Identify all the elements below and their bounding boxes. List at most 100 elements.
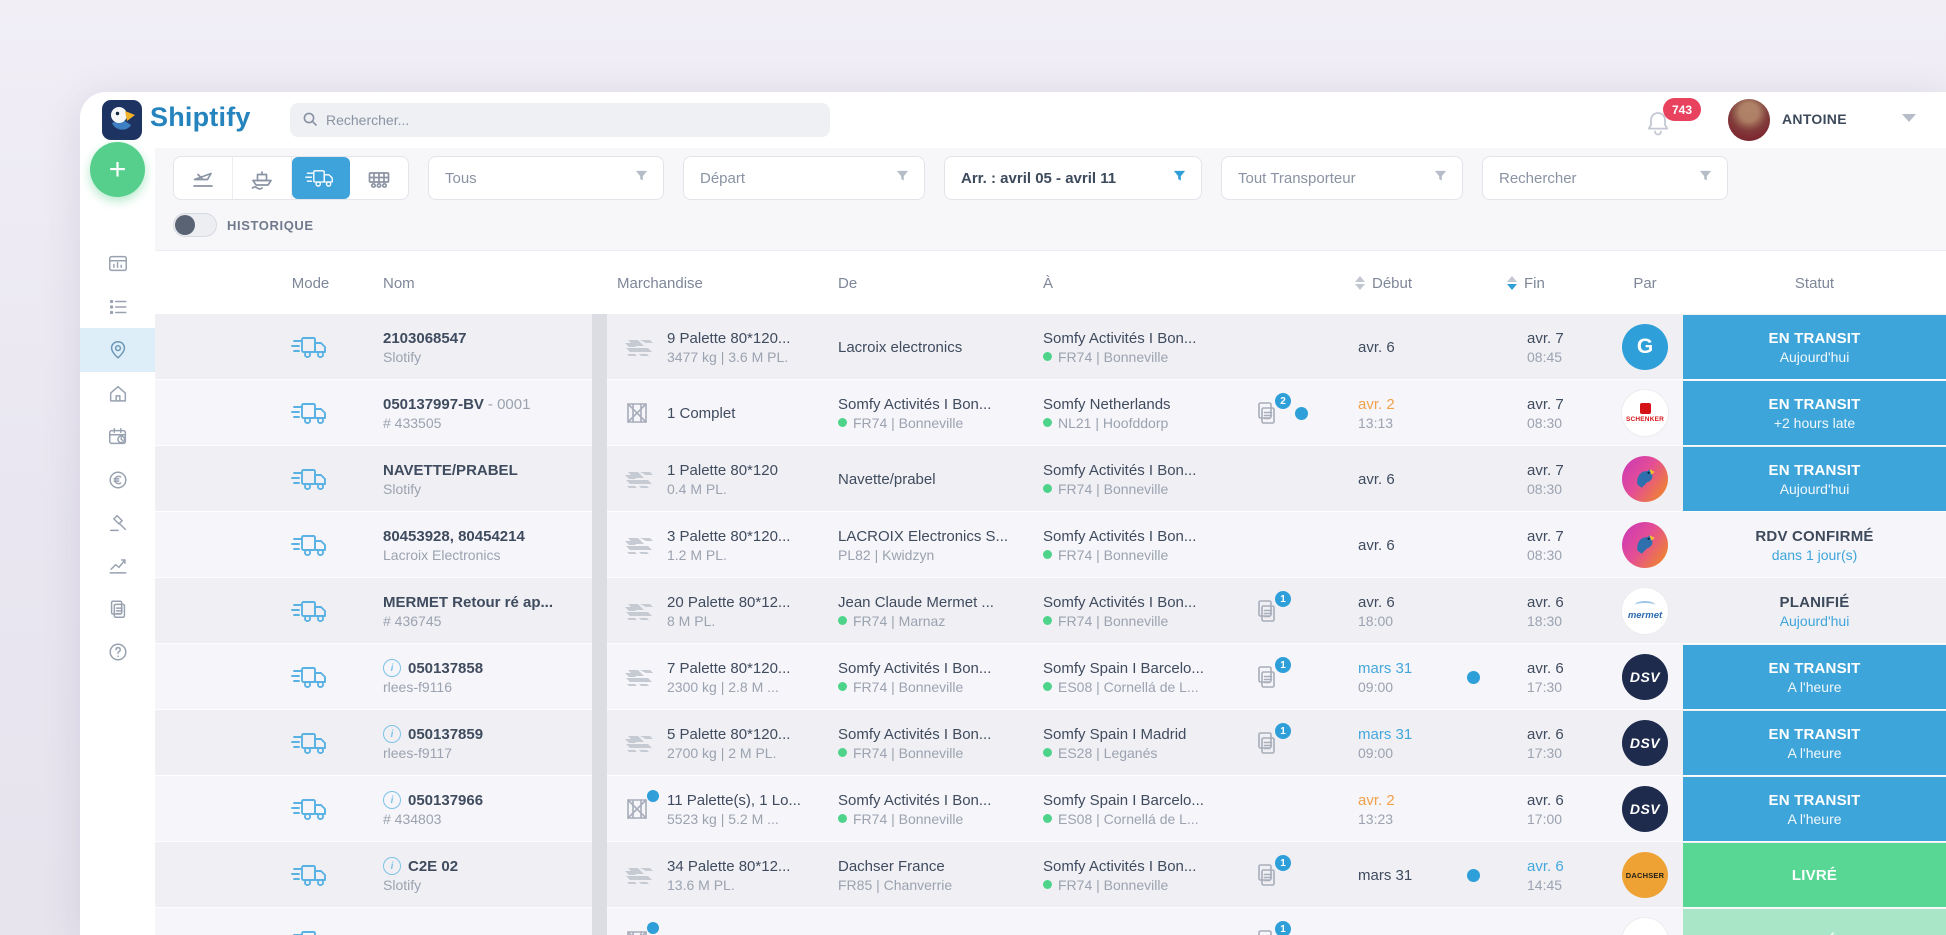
user-menu-chevron-icon[interactable] [1902,114,1916,122]
mode-truck-button[interactable] [292,157,350,199]
status-cell[interactable]: LIVRÉ [1683,842,1946,908]
info-icon[interactable]: i [383,857,401,875]
name-cell: i050137858 rlees-f9116 [383,644,588,710]
sort-icon[interactable] [1355,276,1365,290]
status-cell[interactable]: EN TRANSIT Aujourd'hui [1683,314,1946,380]
sidebar-item-help[interactable] [80,630,155,673]
mode-plane-button[interactable] [174,157,233,199]
documents-cell[interactable]: 1 [1247,842,1287,908]
col-statut[interactable]: Statut [1683,251,1946,315]
carrier-logo[interactable] [1622,522,1668,568]
table-row[interactable]: iSITEM/3003/INC/RECE... 3 Palette(s), 1 … [155,908,1946,935]
carrier-cell[interactable] [1613,446,1677,512]
carrier-cell[interactable]: DSV [1613,776,1677,842]
notifications-button[interactable]: 743 [1645,102,1715,142]
info-icon[interactable]: i [383,725,401,743]
carrier-cell[interactable]: DSV [1613,644,1677,710]
col-debut[interactable]: Début [1355,251,1412,315]
carrier-logo[interactable]: mermet [1621,587,1669,635]
destination-cell: Somfy Spain I Madrid ES28 | Leganés [1043,710,1243,776]
col-de[interactable]: De [838,251,857,315]
shiptify-logo-icon[interactable] [102,100,142,140]
documents-cell[interactable]: 1 [1247,710,1287,776]
carrier-cell[interactable]: mermet [1613,578,1677,644]
add-shipment-button[interactable]: + [90,142,145,197]
documents-cell[interactable]: 1 [1247,908,1287,935]
history-toggle[interactable] [173,213,217,237]
documents-cell[interactable]: 1 [1247,644,1287,710]
status-cell[interactable]: EN TRANSIT A l'heure [1683,776,1946,842]
table-row[interactable]: i2103068547 Slotify 9 Palette 80*120... … [155,314,1946,380]
status-cell[interactable]: EN TRANSIT A l'heure [1683,710,1946,776]
carrier-logo[interactable] [1621,917,1669,935]
destination-cell: Somfy Netherlands NL21 | Hoofddorp [1043,380,1243,446]
mode-ship-button[interactable] [233,157,292,199]
status-cell[interactable]: EN TRANSIT Aujourd'hui [1683,446,1946,512]
info-icon[interactable]: i [383,659,401,677]
app-header: Shiptify Rechercher... 743 ANTOINE [80,92,1946,149]
col-marchandise[interactable]: Marchandise [617,251,703,315]
status-cell[interactable]: EN TRANSIT A l'heure [1683,644,1946,710]
col-fin[interactable]: Fin [1507,251,1545,315]
filter-search[interactable]: Rechercher [1482,156,1728,200]
col-a[interactable]: À [1043,251,1053,315]
carrier-logo[interactable]: G [1622,324,1668,370]
table-row[interactable]: i050137859 rlees-f9117 5 Palette 80*120.… [155,710,1946,776]
mode-train-button[interactable] [350,157,408,199]
status-cell[interactable]: EN TRANSIT +2 hours late [1683,380,1946,446]
sidebar-item-dashboard[interactable] [80,242,155,285]
table-row[interactable]: iNAVETTE/PRABEL Slotify 1 Palette 80*120… [155,446,1946,512]
carrier-cell[interactable] [1613,908,1677,935]
sidebar-item-tenders[interactable] [80,501,155,544]
carrier-cell[interactable] [1613,512,1677,578]
sidebar-item-home[interactable] [80,372,155,415]
carrier-cell[interactable]: SCHENKER [1613,380,1677,446]
table-row[interactable]: i050137997-BV- 0001 # 433505 1 Complet S… [155,380,1946,446]
status-cell[interactable]: PLANIFIÉ Aujourd'hui [1683,578,1946,644]
carrier-logo[interactable]: DSV [1622,786,1668,832]
sidebar-item-planning[interactable] [80,415,155,458]
user-avatar[interactable] [1728,99,1770,141]
documents-cell[interactable]: 2 [1247,380,1287,446]
sidebar-item-orders-list[interactable] [80,285,155,328]
table-row[interactable]: i050137966 # 434803 11 Palette(s), 1 Lo.… [155,776,1946,842]
sidebar-item-tracking-map[interactable] [80,328,155,372]
carrier-logo[interactable]: SCHENKER [1621,389,1669,437]
status-cell[interactable]: LIVRÉ [1683,908,1946,935]
documents-count-badge: 2 [1275,393,1291,409]
filter-carrier[interactable]: Tout Transporteur [1221,156,1463,200]
pallet-icon [620,533,654,557]
carrier-cell[interactable]: DACHSER [1613,842,1677,908]
sort-icon-active[interactable] [1507,276,1517,290]
cargo-icon-cell [617,842,657,908]
filter-arrival-date[interactable]: Arr. : avril 05 - avril 11 [944,156,1202,200]
table-row[interactable]: iMERMET Retour ré ap... # 436745 20 Pale… [155,578,1946,644]
table-row[interactable]: i80453928, 80454214 Lacroix Electronics … [155,512,1946,578]
name-cell: i050137859 rlees-f9117 [383,710,588,776]
filter-type[interactable]: Tous [428,156,664,200]
carrier-cell[interactable]: DSV [1613,710,1677,776]
column-scrollbar[interactable] [592,314,607,935]
status-cell[interactable]: RDV CONFIRMÉ dans 1 jour(s) [1683,512,1946,578]
col-par[interactable]: Par [1613,251,1677,315]
sidebar-item-analytics[interactable] [80,544,155,587]
documents-cell[interactable]: 1 [1247,578,1287,644]
col-mode[interactable]: Mode [273,251,348,315]
carrier-logo[interactable] [1622,456,1668,502]
notification-badge[interactable]: 743 [1663,98,1701,121]
filter-departure[interactable]: Départ [683,156,925,200]
sidebar-item-documents[interactable] [80,587,155,630]
carrier-logo[interactable]: DSV [1622,654,1668,700]
table-row[interactable]: iC2E 02 Slotify 34 Palette 80*12... 13.6… [155,842,1946,908]
sidebar-item-billing[interactable] [80,458,155,501]
carrier-logo[interactable]: DACHSER [1622,852,1668,898]
carrier-cell[interactable]: G [1613,314,1677,380]
table-row[interactable]: i050137858 rlees-f9116 7 Palette 80*120.… [155,644,1946,710]
carrier-logo[interactable]: DSV [1622,720,1668,766]
origin-cell: Somfy Activités I Bon... FR74 | Bonnevil… [838,644,1036,710]
search-input[interactable]: Rechercher... [290,103,830,137]
col-nom[interactable]: Nom [383,251,415,315]
start-cell: mars 31 09:00 [1358,644,1458,710]
info-icon[interactable]: i [383,791,401,809]
destination-status-dot [1043,814,1052,823]
